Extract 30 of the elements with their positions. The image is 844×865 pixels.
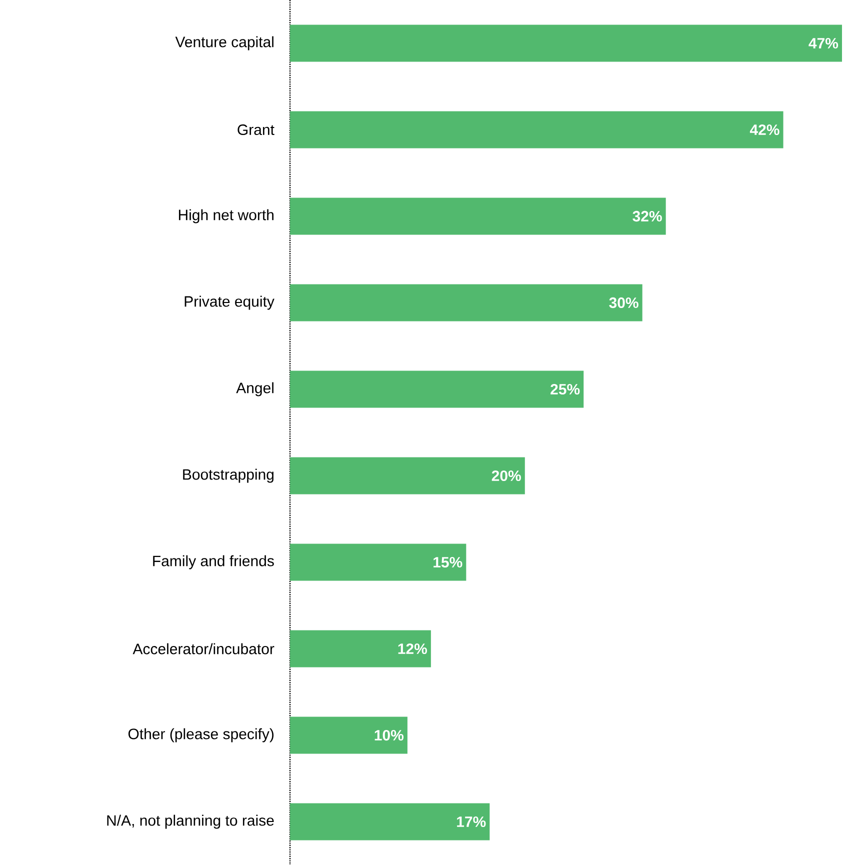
y-tick-label: Grant (238, 124, 274, 136)
data-label: 42% (750, 124, 780, 136)
bar (290, 716, 408, 754)
data-label: 25% (550, 384, 580, 395)
data-label: 30% (609, 297, 638, 308)
data-label: 32% (632, 210, 662, 222)
data-label: 17% (457, 816, 486, 828)
y-tick-label: Venture capital (175, 36, 274, 50)
bar (290, 370, 584, 408)
y-tick-label: High net worth (178, 209, 274, 224)
bar (290, 803, 490, 840)
data-label: 47% (808, 38, 838, 49)
data-label: 20% (492, 470, 521, 482)
bar (290, 284, 642, 322)
data-label: 15% (434, 556, 462, 568)
y-tick-label: Bootstrapping (183, 468, 274, 483)
y-tick-label: Family and friends (153, 555, 274, 570)
y-tick-label: N/A, not planning to raise (107, 814, 274, 829)
bar (290, 198, 666, 235)
y-tick-label: Accelerator/incubator (132, 643, 274, 654)
bar (290, 457, 525, 494)
data-label: 12% (398, 643, 427, 654)
bar (290, 544, 466, 581)
bar (290, 630, 431, 668)
y-tick-label: Angel (236, 382, 274, 396)
bar (290, 111, 784, 148)
y-tick-label: Private equity (184, 296, 274, 310)
data-label: 10% (374, 730, 404, 741)
y-tick-label: Other (please specify) (128, 728, 274, 742)
bar (290, 24, 842, 62)
